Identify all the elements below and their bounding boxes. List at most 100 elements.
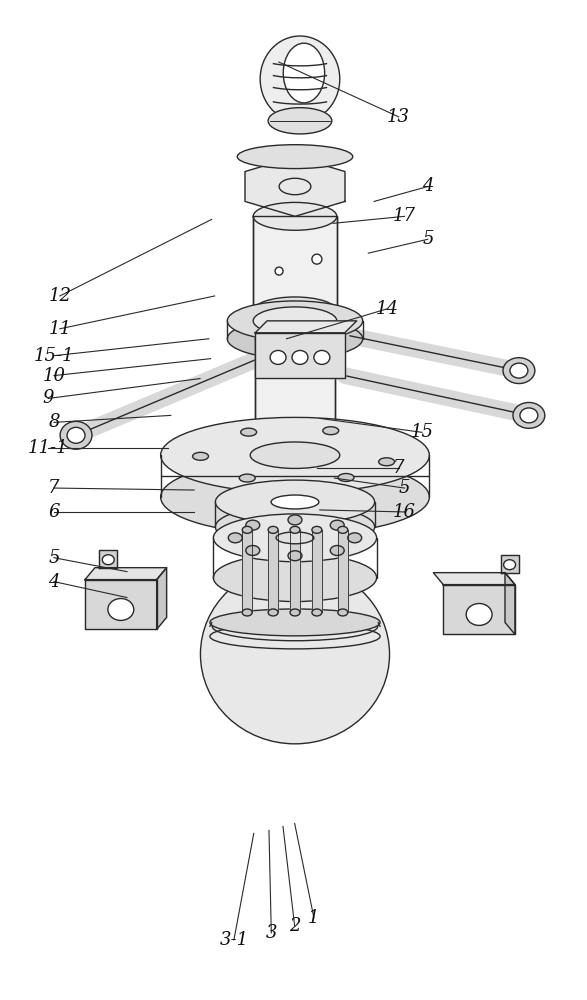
Text: 7: 7 xyxy=(48,479,60,497)
Polygon shape xyxy=(85,568,167,580)
Polygon shape xyxy=(85,580,157,629)
Ellipse shape xyxy=(215,480,375,524)
Ellipse shape xyxy=(312,254,322,264)
Polygon shape xyxy=(505,573,515,634)
Ellipse shape xyxy=(214,514,377,562)
Ellipse shape xyxy=(210,609,380,636)
Ellipse shape xyxy=(227,319,363,359)
Ellipse shape xyxy=(242,526,252,533)
Text: 11: 11 xyxy=(48,320,71,338)
Ellipse shape xyxy=(102,555,114,565)
Ellipse shape xyxy=(227,301,363,341)
Ellipse shape xyxy=(275,267,283,275)
Ellipse shape xyxy=(379,458,394,466)
Polygon shape xyxy=(253,216,337,311)
Ellipse shape xyxy=(268,526,278,533)
Polygon shape xyxy=(338,530,348,612)
Ellipse shape xyxy=(348,533,362,543)
Ellipse shape xyxy=(312,526,322,533)
Ellipse shape xyxy=(290,526,300,533)
Ellipse shape xyxy=(271,495,319,509)
Text: 5: 5 xyxy=(399,479,410,497)
Ellipse shape xyxy=(241,428,257,436)
Ellipse shape xyxy=(161,417,429,493)
Ellipse shape xyxy=(284,43,325,103)
Ellipse shape xyxy=(288,551,302,561)
Text: 3: 3 xyxy=(265,924,277,942)
Ellipse shape xyxy=(228,533,242,543)
Ellipse shape xyxy=(260,36,340,122)
Ellipse shape xyxy=(510,363,528,378)
Text: 13: 13 xyxy=(387,108,410,126)
Text: 4: 4 xyxy=(422,177,434,195)
Ellipse shape xyxy=(338,526,348,533)
Text: 7: 7 xyxy=(393,459,404,477)
Ellipse shape xyxy=(323,427,339,435)
Ellipse shape xyxy=(253,202,337,230)
Ellipse shape xyxy=(276,532,314,544)
Ellipse shape xyxy=(255,443,335,457)
Text: 11-1: 11-1 xyxy=(28,439,69,457)
Ellipse shape xyxy=(338,474,354,481)
Ellipse shape xyxy=(288,515,302,525)
Polygon shape xyxy=(242,530,252,612)
Polygon shape xyxy=(433,573,515,585)
Text: 3-1: 3-1 xyxy=(220,931,248,949)
Text: 5: 5 xyxy=(48,549,60,567)
Polygon shape xyxy=(501,555,518,573)
Ellipse shape xyxy=(253,307,337,335)
Ellipse shape xyxy=(246,546,259,555)
Ellipse shape xyxy=(466,604,492,625)
Ellipse shape xyxy=(330,546,344,555)
Ellipse shape xyxy=(242,609,252,616)
Ellipse shape xyxy=(314,350,330,364)
Ellipse shape xyxy=(253,297,337,325)
Ellipse shape xyxy=(504,560,515,570)
Text: 5: 5 xyxy=(422,230,434,248)
Text: 4: 4 xyxy=(48,573,60,591)
Text: 17: 17 xyxy=(393,207,416,225)
Ellipse shape xyxy=(214,554,377,602)
Polygon shape xyxy=(255,333,345,378)
Text: 15: 15 xyxy=(410,423,434,441)
Polygon shape xyxy=(157,568,167,629)
Ellipse shape xyxy=(338,609,348,616)
Ellipse shape xyxy=(268,609,278,616)
Ellipse shape xyxy=(108,599,134,620)
Polygon shape xyxy=(443,585,515,634)
Ellipse shape xyxy=(270,350,286,364)
Text: 2: 2 xyxy=(289,917,301,935)
Text: 6: 6 xyxy=(48,503,60,521)
Text: 12: 12 xyxy=(48,287,71,305)
Ellipse shape xyxy=(246,520,259,530)
Ellipse shape xyxy=(215,505,375,549)
Polygon shape xyxy=(312,530,322,612)
Ellipse shape xyxy=(312,609,322,616)
Ellipse shape xyxy=(200,565,390,744)
Polygon shape xyxy=(99,550,117,568)
Polygon shape xyxy=(290,530,300,612)
Text: 16: 16 xyxy=(393,503,416,521)
Ellipse shape xyxy=(255,332,335,346)
Ellipse shape xyxy=(520,408,538,423)
Ellipse shape xyxy=(239,474,255,482)
Text: 9: 9 xyxy=(42,389,54,407)
Ellipse shape xyxy=(250,442,340,468)
Ellipse shape xyxy=(292,350,308,364)
Text: 14: 14 xyxy=(376,300,399,318)
Text: 8: 8 xyxy=(48,413,60,431)
Ellipse shape xyxy=(290,609,300,616)
Polygon shape xyxy=(245,157,345,216)
Ellipse shape xyxy=(67,427,85,443)
Polygon shape xyxy=(255,321,357,333)
Text: 1: 1 xyxy=(308,909,320,927)
Text: 10: 10 xyxy=(42,367,66,385)
Ellipse shape xyxy=(330,520,344,530)
Ellipse shape xyxy=(193,452,208,460)
Ellipse shape xyxy=(161,459,429,535)
Polygon shape xyxy=(268,530,278,612)
Ellipse shape xyxy=(237,145,353,169)
Text: 15-1: 15-1 xyxy=(33,347,75,365)
Ellipse shape xyxy=(60,421,92,449)
Ellipse shape xyxy=(268,108,332,134)
